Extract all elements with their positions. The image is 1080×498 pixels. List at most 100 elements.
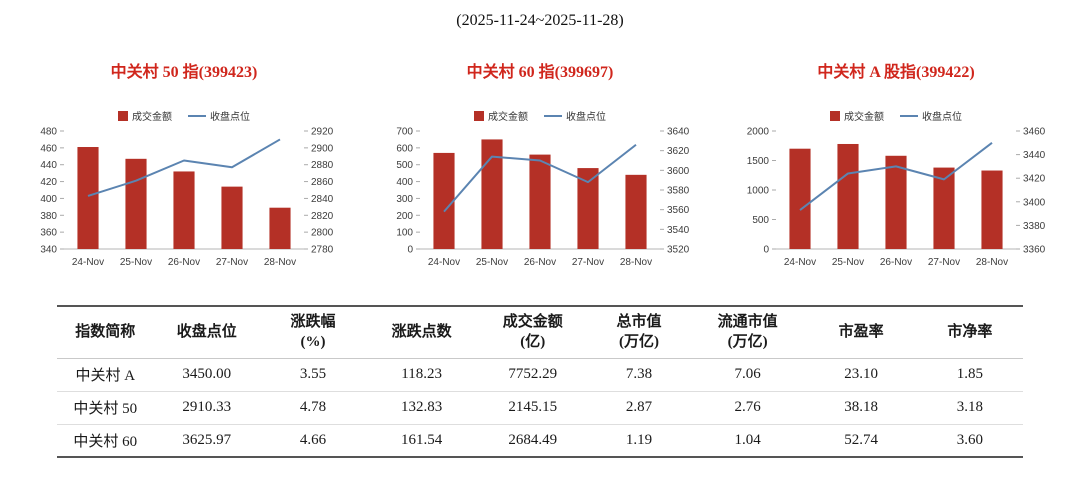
table-row: 中关村 A 3450.00 3.55 118.23 7752.29 7.38 7.06 23.… [57, 358, 1023, 391]
column-header-line1: 总市值 [616, 314, 662, 330]
bar-swatch-icon [474, 110, 484, 121]
column-header: 涨跌幅 (%) [260, 306, 366, 358]
left-axis-label: 400 [40, 194, 57, 205]
close-price-line [443, 143, 637, 213]
column-header-line1: 市净率 [947, 324, 993, 341]
legend-label: 收盘点位 [566, 112, 606, 123]
x-axis-label: 26-Nov [524, 257, 556, 268]
table-row: 中关村 50 2910.33 4.78 132.83 2145.15 2.87 2.76 38… [57, 391, 1023, 424]
column-header-line1: 流通市值 [717, 314, 778, 330]
left-axis-label: 500 [396, 160, 413, 171]
index-name-cell: 中关村 60 [73, 433, 138, 450]
bar-swatch-icon [118, 110, 128, 121]
value-cell: 1.85 [956, 366, 983, 382]
value-cell: 132.83 [401, 399, 443, 415]
value-cell: 52.74 [844, 431, 878, 448]
chart-title: 中关村 50 指(399423) [110, 64, 258, 81]
right-axis-label: 3360 [1023, 245, 1046, 256]
chart-legend: 成交金额 收盘点位 [474, 108, 606, 123]
value-cell: 38.18 [844, 399, 878, 415]
x-axis-label: 27-Nov [572, 257, 604, 268]
x-axis-label: 27-Nov [216, 257, 248, 268]
right-axis-label: 2860 [311, 177, 334, 188]
column-header-line1: 涨跌幅 [290, 314, 336, 330]
column-header-line1: 成交金额 [502, 314, 563, 330]
table-body: 中关村 A 3450.00 3.55 118.23 7752.29 7.38 7.06 23.… [57, 358, 1023, 457]
left-axis-label: 1000 [747, 186, 770, 197]
report-page: (2025-11-24~2025-11-28) 中关村 50 指(399423)… [0, 12, 1080, 458]
value-cell: 2684.49 [508, 431, 558, 448]
chart-title: 中关村 60 指(399697) [466, 64, 614, 81]
line-swatch-icon [188, 114, 206, 117]
legend-item: 收盘点位 [544, 108, 606, 123]
volume-bar [625, 174, 647, 249]
volume-bar [125, 158, 147, 249]
x-axis-label: 24-Nov [72, 257, 104, 268]
volume-bar [173, 171, 195, 249]
volume-bar [837, 143, 859, 249]
value-cell: 7752.29 [508, 366, 558, 382]
volume-bar [981, 170, 1003, 249]
column-header: 市盈率 [806, 306, 917, 358]
column-header: 指数简称 [57, 306, 154, 358]
x-axis-label: 24-Nov [784, 257, 816, 268]
chart-legend: 成交金额 收盘点位 [830, 108, 962, 123]
column-header-line2: (亿) [520, 334, 546, 351]
legend-item: 成交金额 [118, 108, 172, 123]
legend-item: 收盘点位 [900, 108, 962, 123]
value-cell: 3450.00 [182, 366, 232, 382]
column-header-line1: 涨跌点数 [391, 324, 452, 341]
page-title: (2025-11-24~2025-11-28) [456, 12, 624, 29]
column-header-line2: (%) [300, 334, 326, 351]
column-header: 收盘点位 [154, 306, 260, 358]
value-cell: 7.38 [625, 366, 653, 382]
left-axis-label: 1500 [747, 156, 770, 167]
right-axis-label: 3420 [1023, 174, 1046, 185]
column-header: 流通市值 (万亿) [690, 306, 806, 358]
line-swatch-icon [900, 114, 918, 117]
right-axis-label: 3380 [1023, 221, 1046, 232]
legend-label: 成交金额 [132, 112, 172, 123]
close-price-line [799, 142, 993, 211]
index-name-cell: 中关村 A [75, 368, 136, 384]
volume-bar [481, 139, 503, 249]
legend-label: 成交金额 [488, 112, 528, 123]
value-cell: 2910.33 [182, 399, 232, 415]
right-axis-label: 2920 [311, 127, 334, 138]
right-axis-label: 3400 [1023, 197, 1046, 208]
right-axis-label: 2800 [311, 228, 334, 239]
line-swatch-icon [544, 114, 562, 117]
left-axis-label: 0 [763, 245, 769, 256]
volume-bar [577, 168, 599, 249]
right-axis-label: 2880 [311, 160, 334, 171]
column-header: 涨跌点数 [366, 306, 477, 358]
value-cell: 7.06 [734, 366, 761, 382]
x-axis-label: 25-Nov [476, 257, 508, 268]
volume-bar [269, 207, 291, 249]
left-axis-label: 400 [396, 177, 413, 188]
chart-card-1: 中关村 50 指(399423) 成交金额 收盘点位 340 360 380 400 420 4… [10, 58, 358, 281]
value-cell: 3625.97 [182, 431, 232, 448]
left-axis-label: 600 [396, 143, 413, 154]
column-header: 市净率 [917, 306, 1023, 358]
right-axis-label: 3440 [1023, 150, 1046, 161]
legend-item: 成交金额 [830, 108, 884, 123]
value-cell: 2.76 [734, 399, 761, 415]
value-cell: 3.55 [299, 366, 327, 382]
right-axis-label: 3460 [1023, 127, 1046, 138]
close-price-line [87, 138, 281, 197]
left-axis-label: 420 [40, 177, 57, 188]
chart-canvas: 340 360 380 400 420 440 460 480 2780 2800 2820 2840… [40, 127, 334, 269]
right-axis-label: 2780 [311, 245, 334, 256]
column-header-line2: (万亿) [618, 334, 659, 351]
charts-row: 中关村 50 指(399423) 成交金额 收盘点位 340 360 380 400 420 4… [0, 58, 1080, 281]
left-axis-label: 100 [396, 228, 413, 239]
x-axis-label: 25-Nov [832, 257, 864, 268]
volume-bar [221, 186, 243, 249]
x-axis-label: 28-Nov [976, 257, 1008, 268]
column-header-line1: 指数简称 [75, 324, 136, 341]
chart-canvas: 0 500 1000 1500 2000 3360 3380 3400 3420 3440 3460… [747, 127, 1046, 269]
index-summary-table: 指数简称 收盘点位 涨跌幅 (%) 涨跌点数 成交金额 (亿) 总市值 (万亿) 流通市值 (万亿)… [57, 305, 1023, 458]
right-axis-label: 3640 [667, 127, 690, 138]
right-axis-label: 3560 [667, 205, 690, 216]
